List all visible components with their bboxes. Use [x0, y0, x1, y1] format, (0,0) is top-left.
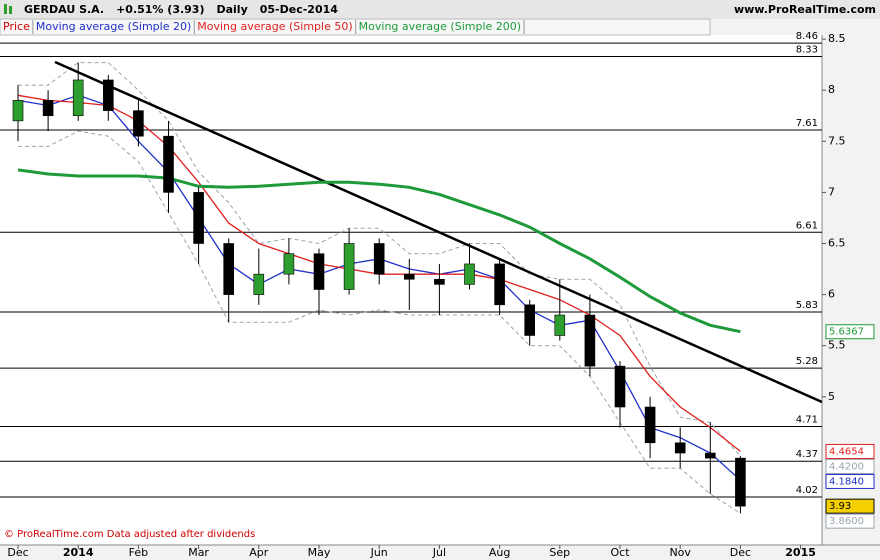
candle-body — [253, 273, 265, 295]
x-tick-label: 2015 — [785, 546, 816, 559]
candle-body — [554, 314, 566, 336]
value-box-label: 3.93 — [829, 501, 851, 512]
candle-body — [644, 406, 656, 444]
y-tick-label: 8 — [828, 83, 835, 96]
icon — [9, 6, 12, 14]
level-label: 8.46 — [796, 31, 818, 42]
value-box — [825, 443, 875, 459]
level-label: 4.37 — [796, 449, 818, 460]
y-tick-label: 7 — [828, 185, 835, 198]
x-tick-label: Oct — [610, 546, 630, 559]
ma-line — [17, 168, 741, 334]
candle-body — [343, 243, 355, 290]
candle-body — [524, 304, 536, 336]
icon — [4, 4, 7, 14]
value-box-label: 3.8600 — [829, 516, 864, 527]
change: +0.51% (3.93) — [116, 3, 204, 16]
trend-line — [54, 60, 823, 404]
y-tick-label: 6.5 — [828, 236, 846, 249]
value-box-label: 4.4200 — [829, 461, 864, 472]
y-tick-label: 8.5 — [828, 32, 846, 45]
x-tick-label: Mar — [188, 546, 209, 559]
legend-entry: Moving average (Simple 20) — [36, 20, 191, 33]
candle-body — [12, 100, 24, 122]
candle-body — [163, 135, 174, 193]
x-tick-label: Jul — [432, 546, 446, 559]
x-tick-label: Apr — [249, 546, 269, 559]
period: Daily — [216, 3, 247, 16]
y-tick-label: 6 — [828, 288, 835, 301]
level-label: 8.33 — [796, 44, 818, 55]
header-bar — [0, 0, 880, 19]
candle-body — [464, 263, 475, 285]
candle-body — [735, 457, 746, 507]
candle-body — [283, 253, 295, 275]
x-tick-label: Dec — [730, 546, 751, 559]
x-tick-label: Sep — [549, 546, 570, 559]
candle-body — [133, 110, 144, 137]
footer: © ProRealTime.com Data adjusted after di… — [4, 529, 255, 540]
value-box — [825, 498, 875, 514]
y-tick-label: 5 — [828, 390, 835, 403]
candle-body — [103, 79, 114, 111]
candle-body — [674, 442, 686, 454]
x-tick-label: Aug — [489, 546, 510, 559]
level-label: 5.83 — [796, 300, 818, 311]
candle-body — [704, 452, 716, 459]
y-tick-label: 5.5 — [828, 339, 846, 352]
candle-body — [72, 79, 84, 117]
candle-body — [193, 192, 204, 244]
level-label: 4.02 — [796, 485, 818, 496]
candle-body — [373, 243, 385, 275]
legend-bar — [0, 18, 711, 36]
level-label: 6.61 — [796, 220, 818, 231]
legend-entry: Moving average (Simple 200) — [359, 20, 521, 33]
candle-body — [403, 273, 415, 280]
candle-body — [584, 314, 596, 367]
x-tick-label: Jun — [370, 546, 388, 559]
site: www.ProRealTime.com — [734, 3, 876, 16]
value-box — [825, 324, 875, 340]
date: 05-Dec-2014 — [260, 3, 339, 16]
x-tick-label: 2014 — [63, 546, 94, 559]
candle-body — [614, 365, 626, 408]
value-box — [825, 458, 875, 474]
x-tick-label: May — [308, 546, 331, 559]
candle-body — [42, 100, 54, 117]
y-tick-label: 7.5 — [828, 134, 846, 147]
x-tick-label: Nov — [669, 546, 691, 559]
symbol: GERDAU S.A. — [24, 3, 104, 16]
x-tick-label: Feb — [129, 546, 148, 559]
value-box — [825, 473, 875, 489]
legend-entry: Moving average (Simple 50) — [197, 20, 352, 33]
value-box — [825, 513, 875, 529]
candle-body — [434, 278, 445, 285]
value-box-label: 4.4654 — [829, 446, 864, 457]
candle-body — [494, 263, 505, 306]
plot-area — [0, 35, 822, 545]
level-label: 7.61 — [796, 118, 818, 129]
candle-body — [223, 243, 234, 295]
level-label: 5.28 — [796, 356, 818, 367]
legend-entry: Price — [3, 20, 30, 33]
x-tick-label: Dec — [7, 546, 28, 559]
value-box-label: 5.6367 — [829, 327, 864, 338]
level-label: 4.71 — [796, 414, 818, 425]
value-box-label: 4.1840 — [829, 476, 864, 487]
candle-body — [313, 253, 325, 290]
